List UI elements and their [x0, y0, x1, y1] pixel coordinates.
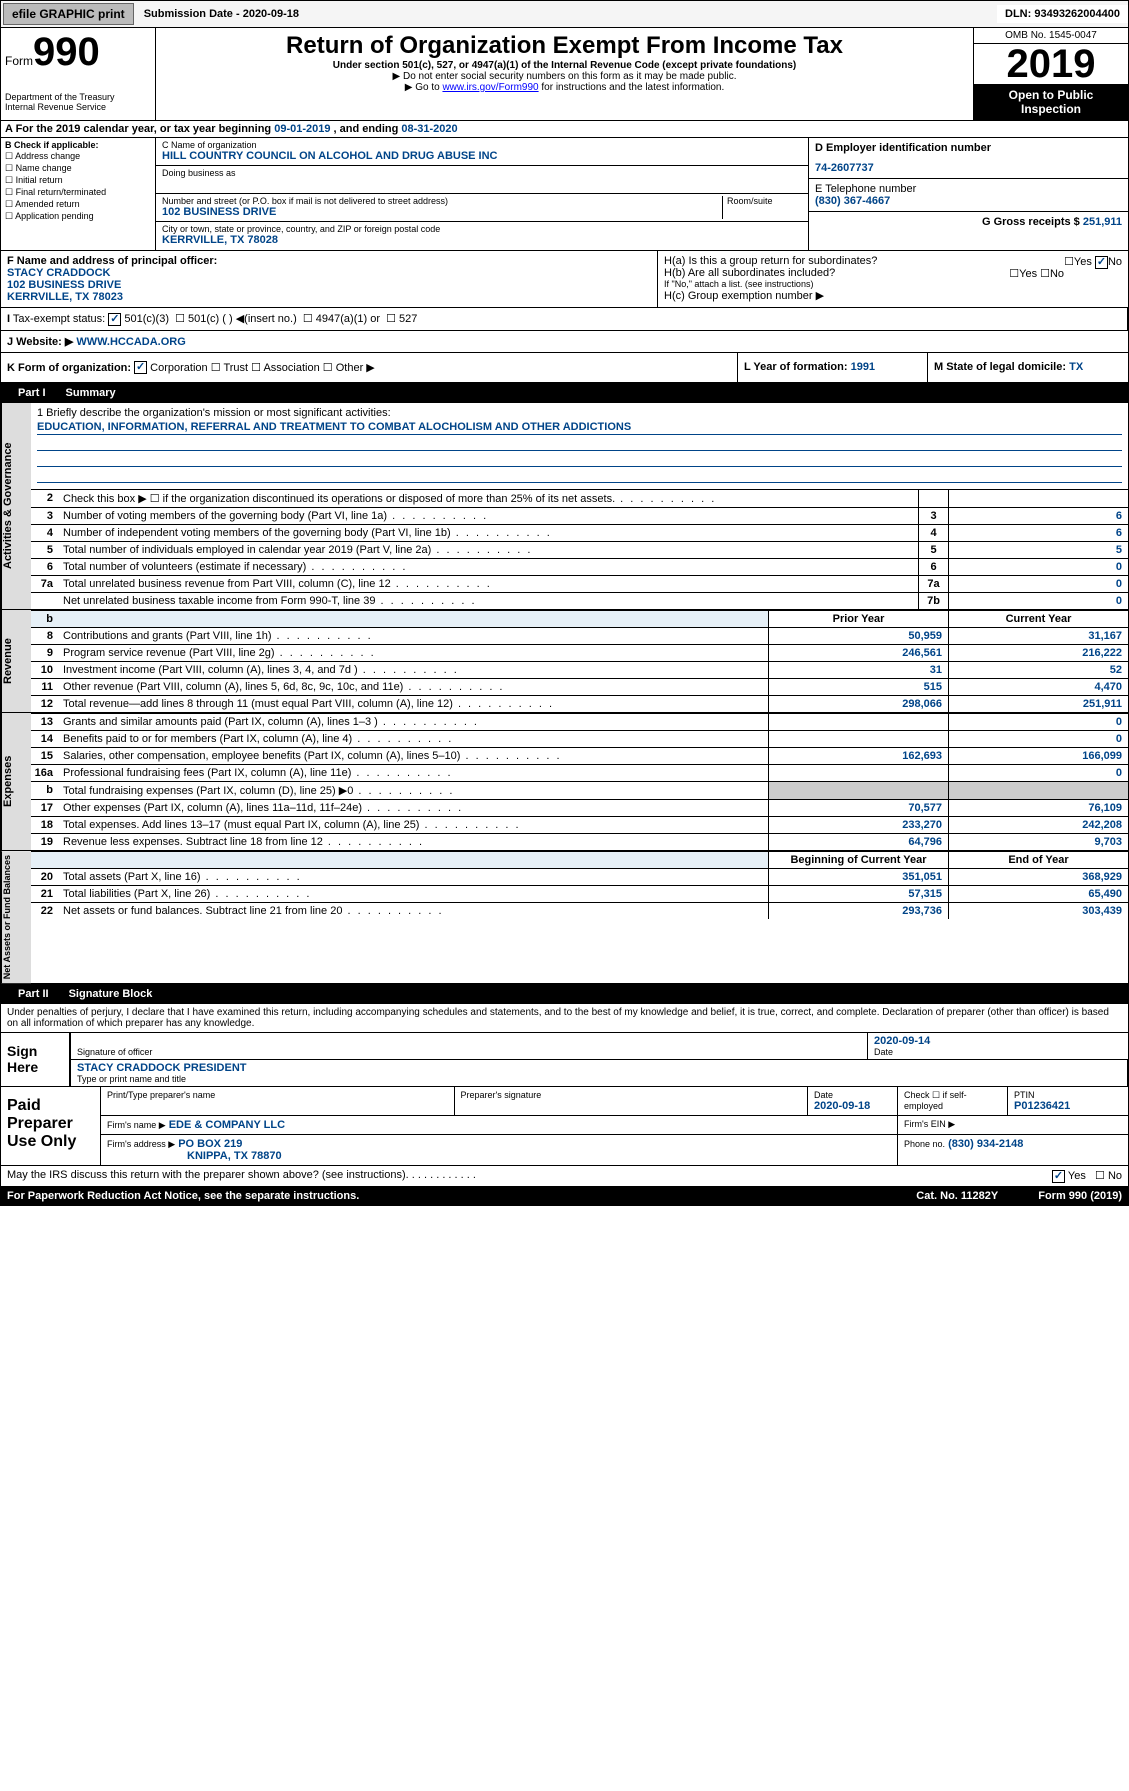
part-ii-hdr: Part IISignature Block: [0, 984, 1129, 1004]
entity-grid: B Check if applicable: ☐ Address change …: [0, 138, 1129, 251]
net-tab: Net Assets or Fund Balances: [1, 851, 31, 983]
header: Form990 Department of the Treasury Inter…: [0, 28, 1129, 121]
col-defg: D Employer identification number74-26077…: [808, 138, 1128, 250]
dept: Department of the Treasury Internal Reve…: [5, 92, 151, 112]
sign-here: Sign Here Signature of officer2020-09-14…: [0, 1033, 1129, 1087]
line-2: 2Check this box ▶ ☐ if the organization …: [31, 489, 1128, 507]
line-13: 13Grants and similar amounts paid (Part …: [31, 713, 1128, 730]
line-: Net unrelated business taxable income fr…: [31, 592, 1128, 609]
line-20: 20Total assets (Part X, line 16)351,0513…: [31, 868, 1128, 885]
topbar: efile GRAPHIC print Submission Date - 20…: [0, 0, 1129, 28]
gov-section: Activities & Governance 1 Briefly descri…: [0, 403, 1129, 610]
line-17: 17Other expenses (Part IX, column (A), l…: [31, 799, 1128, 816]
row-klm: K Form of organization: Corporation ☐ Tr…: [0, 353, 1129, 384]
col-c: C Name of organizationHILL COUNTRY COUNC…: [156, 138, 808, 250]
line-6: 6Total number of volunteers (estimate if…: [31, 558, 1128, 575]
rev-section: Revenue bPrior YearCurrent Year 8Contrib…: [0, 610, 1129, 713]
efile-btn[interactable]: efile GRAPHIC print: [3, 3, 134, 25]
line-11: 11Other revenue (Part VIII, column (A), …: [31, 678, 1128, 695]
exp-tab: Expenses: [1, 713, 31, 850]
net-section: Net Assets or Fund Balances Beginning of…: [0, 851, 1129, 984]
line-3: 3Number of voting members of the governi…: [31, 507, 1128, 524]
line-22: 22Net assets or fund balances. Subtract …: [31, 902, 1128, 919]
row-a: A For the 2019 calendar year, or tax yea…: [0, 121, 1129, 138]
line-10: 10Investment income (Part VIII, column (…: [31, 661, 1128, 678]
form-box: Form990 Department of the Treasury Inter…: [1, 28, 156, 120]
row-fh: F Name and address of principal officer:…: [0, 251, 1129, 308]
line-12: 12Total revenue—add lines 8 through 11 (…: [31, 695, 1128, 712]
goto-link[interactable]: ▶ Go to www.irs.gov/Form990 for instruct…: [160, 82, 969, 93]
rev-tab: Revenue: [1, 610, 31, 712]
col-b: B Check if applicable: ☐ Address change …: [1, 138, 156, 250]
line-4: 4Number of independent voting members of…: [31, 524, 1128, 541]
line-15: 15Salaries, other compensation, employee…: [31, 747, 1128, 764]
exp-section: Expenses 13Grants and similar amounts pa…: [0, 713, 1129, 851]
line-19: 19Revenue less expenses. Subtract line 1…: [31, 833, 1128, 850]
submission-date: Submission Date - 2020-09-18: [136, 5, 307, 23]
gov-tab: Activities & Governance: [1, 403, 31, 609]
line-21: 21Total liabilities (Part X, line 26)57,…: [31, 885, 1128, 902]
discuss-row: May the IRS discuss this return with the…: [0, 1166, 1129, 1187]
header-right: OMB No. 1545-0047 2019 Open to Public In…: [973, 28, 1128, 120]
line-b: bTotal fundraising expenses (Part IX, co…: [31, 781, 1128, 799]
row-j: J Website: ▶ WWW.HCCADA.ORG: [0, 331, 1129, 353]
line-14: 14Benefits paid to or for members (Part …: [31, 730, 1128, 747]
line-7a: 7aTotal unrelated business revenue from …: [31, 575, 1128, 592]
501c3-check[interactable]: [108, 313, 121, 326]
footer: For Paperwork Reduction Act Notice, see …: [0, 1187, 1129, 1206]
line-8: 8Contributions and grants (Part VIII, li…: [31, 627, 1128, 644]
dln: DLN: 93493262004400: [997, 5, 1128, 23]
title: Return of Organization Exempt From Incom…: [160, 32, 969, 60]
part-i-hdr: Part ISummary: [0, 383, 1129, 403]
perjury: Under penalties of perjury, I declare th…: [0, 1004, 1129, 1033]
paid-preparer: Paid Preparer Use Only Print/Type prepar…: [0, 1087, 1129, 1166]
line-16a: 16aProfessional fundraising fees (Part I…: [31, 764, 1128, 781]
line-9: 9Program service revenue (Part VIII, lin…: [31, 644, 1128, 661]
line-5: 5Total number of individuals employed in…: [31, 541, 1128, 558]
line-18: 18Total expenses. Add lines 13–17 (must …: [31, 816, 1128, 833]
row-i: I Tax-exempt status: 501(c)(3) ☐ 501(c) …: [0, 308, 1129, 331]
header-mid: Return of Organization Exempt From Incom…: [156, 28, 973, 120]
